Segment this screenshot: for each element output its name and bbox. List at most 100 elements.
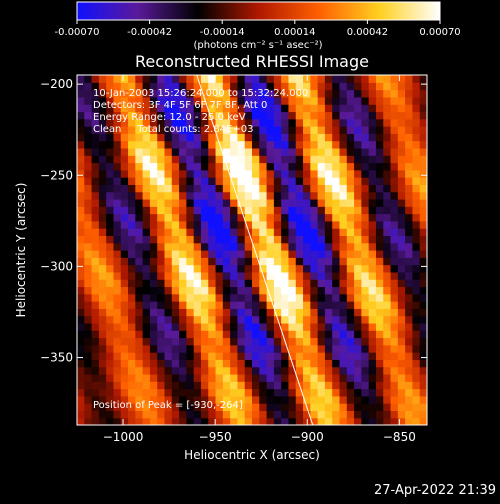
heatmap-cell bbox=[405, 118, 414, 127]
heatmap-cell bbox=[171, 147, 180, 156]
heatmap-cell bbox=[354, 366, 362, 375]
heatmap-cell bbox=[149, 104, 158, 113]
heatmap-cell bbox=[200, 169, 209, 178]
heatmap-cell bbox=[339, 373, 348, 382]
heatmap-cell bbox=[273, 417, 282, 425]
heatmap-cell bbox=[193, 264, 202, 273]
heatmap-cell bbox=[106, 330, 115, 339]
heatmap-cell bbox=[281, 403, 290, 412]
heatmap-cell bbox=[142, 410, 151, 419]
heatmap-cell bbox=[120, 96, 129, 105]
heatmap-cell bbox=[259, 126, 268, 134]
heatmap-cell bbox=[222, 403, 231, 412]
heatmap-cell bbox=[84, 359, 93, 368]
heatmap-cell bbox=[164, 301, 173, 309]
heatmap-cell bbox=[281, 82, 290, 91]
heatmap-cell bbox=[310, 177, 319, 185]
heatmap-cell bbox=[346, 220, 355, 229]
heatmap-cell bbox=[193, 286, 202, 295]
heatmap-cell bbox=[186, 359, 195, 368]
heatmap-cell bbox=[273, 279, 282, 288]
heatmap-cell bbox=[237, 140, 246, 149]
heatmap-cell bbox=[354, 279, 362, 288]
heatmap-cell bbox=[303, 133, 311, 142]
heatmap-cell bbox=[266, 147, 275, 156]
heatmap-cell bbox=[113, 184, 122, 193]
heatmap-cell bbox=[295, 352, 304, 360]
heatmap-cell bbox=[230, 242, 239, 251]
heatmap-cell bbox=[303, 271, 311, 280]
heatmap-cell bbox=[324, 235, 333, 244]
heatmap-cell bbox=[252, 359, 260, 368]
heatmap-cell bbox=[303, 191, 311, 200]
heatmap-cell bbox=[339, 235, 348, 244]
heatmap-cell bbox=[237, 133, 246, 142]
heatmap-cell bbox=[106, 293, 115, 302]
heatmap-cell bbox=[135, 337, 144, 346]
heatmap-cell bbox=[266, 242, 275, 251]
heatmap-cell bbox=[149, 301, 158, 309]
heatmap-cell bbox=[266, 126, 275, 134]
heatmap-cell bbox=[419, 352, 427, 360]
heatmap-cell bbox=[230, 250, 239, 258]
heatmap-cell bbox=[317, 315, 326, 324]
heatmap-cell bbox=[222, 417, 231, 425]
heatmap-cell bbox=[412, 271, 421, 280]
heatmap-cell bbox=[375, 337, 384, 346]
heatmap-cell bbox=[77, 264, 85, 273]
heatmap-cell bbox=[361, 381, 370, 390]
heatmap-cell bbox=[310, 126, 319, 134]
heatmap-cell bbox=[186, 381, 195, 390]
heatmap-cell bbox=[113, 228, 122, 237]
heatmap-cell bbox=[339, 330, 348, 339]
heatmap-cell bbox=[281, 279, 290, 288]
heatmap-cell bbox=[135, 366, 144, 375]
heatmap-cell bbox=[237, 352, 246, 360]
heatmap-cell bbox=[237, 191, 246, 200]
heatmap-cell bbox=[171, 191, 180, 200]
heatmap-cell bbox=[368, 395, 377, 404]
colorbar-strip bbox=[76, 1, 441, 21]
heatmap-cell bbox=[186, 133, 195, 142]
heatmap-cell bbox=[237, 257, 246, 266]
heatmap-cell bbox=[120, 264, 129, 273]
heatmap-cell bbox=[215, 330, 224, 339]
heatmap-cell bbox=[346, 352, 355, 360]
heatmap-cell bbox=[383, 133, 392, 142]
heatmap-cell bbox=[91, 162, 100, 171]
heatmap-cell bbox=[179, 133, 187, 142]
heatmap-cell bbox=[361, 104, 370, 113]
heatmap-cell bbox=[179, 213, 187, 222]
heatmap-cell bbox=[157, 337, 166, 346]
heatmap-cell bbox=[361, 388, 370, 397]
heatmap-cell bbox=[128, 330, 136, 339]
heatmap-cell bbox=[412, 104, 421, 113]
heatmap-cell bbox=[419, 330, 427, 339]
heatmap-cell bbox=[164, 104, 173, 113]
x-tick-label: −850 bbox=[383, 430, 416, 444]
heatmap-cell bbox=[383, 162, 392, 171]
heatmap-cell bbox=[324, 104, 333, 113]
heatmap-cell bbox=[288, 264, 297, 273]
heatmap-cell bbox=[200, 293, 209, 302]
y-axis-ticks: −350−300−250−200 bbox=[40, 77, 427, 365]
heatmap-cell bbox=[317, 337, 326, 346]
heatmap-cell bbox=[346, 410, 355, 419]
heatmap-cell bbox=[419, 264, 427, 273]
heatmap-cell bbox=[317, 381, 326, 390]
heatmap-cell bbox=[98, 140, 107, 149]
heatmap-cell bbox=[230, 111, 239, 120]
heatmap-cell bbox=[295, 264, 304, 273]
heatmap-cell bbox=[98, 352, 107, 360]
heatmap-cell bbox=[324, 191, 333, 200]
heatmap-cell bbox=[98, 308, 107, 317]
heatmap-cell bbox=[368, 82, 377, 91]
heatmap-cell bbox=[98, 177, 107, 185]
heatmap-cell bbox=[252, 257, 260, 266]
x-axis-ticks: −1000 −950 −900 −850 bbox=[103, 75, 416, 444]
heatmap-cell bbox=[186, 155, 195, 164]
heatmap-cell bbox=[98, 198, 107, 207]
heatmap-cell bbox=[113, 147, 122, 156]
heatmap-cell bbox=[135, 293, 144, 302]
heatmap-cell bbox=[98, 191, 107, 200]
